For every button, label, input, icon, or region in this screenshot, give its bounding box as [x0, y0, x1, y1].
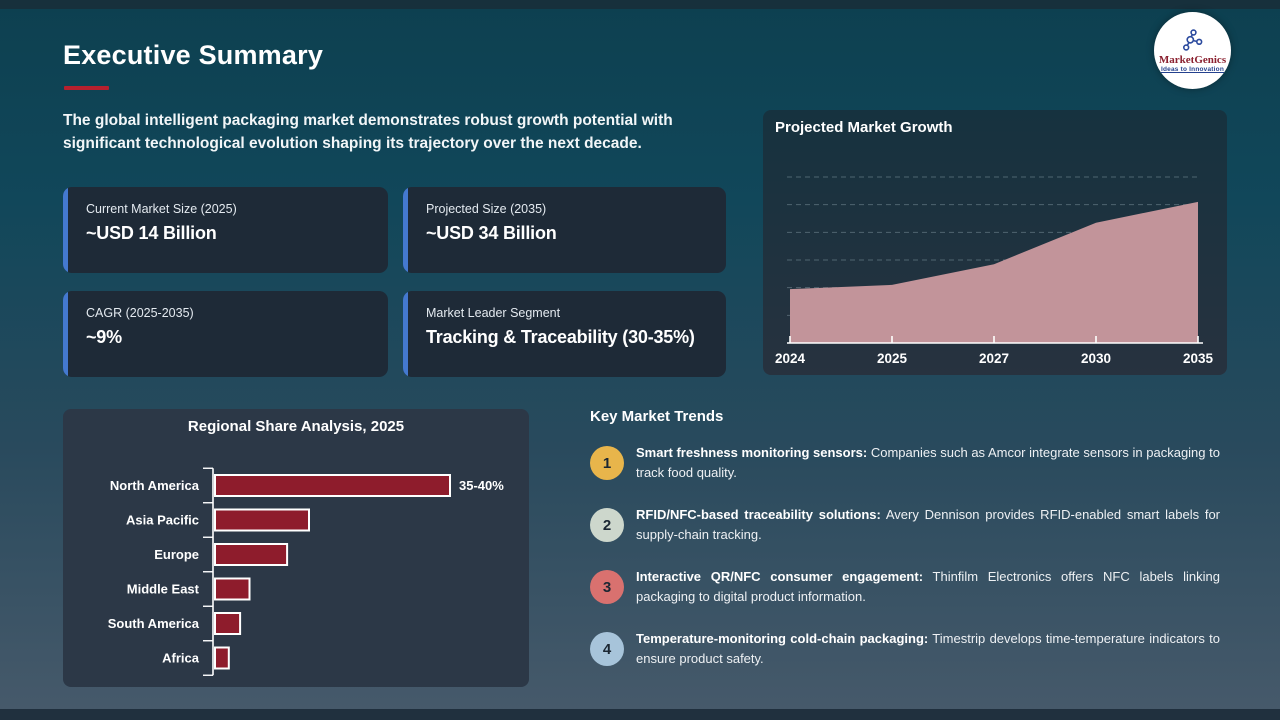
stat-card-current-market-size: Current Market Size (2025) ~USD 14 Billi…: [63, 187, 388, 273]
trend-item-3: 3 Interactive QR/NFC consumer engagement…: [590, 563, 1224, 611]
stat-label: CAGR (2025-2035): [86, 306, 194, 320]
svg-text:South America: South America: [108, 616, 200, 631]
stat-card-market-leader-segment: Market Leader Segment Tracking & Traceab…: [403, 291, 726, 377]
area-chart: 2024 2025 2027 2030 2035: [775, 176, 1214, 366]
svg-text:2035: 2035: [1183, 351, 1214, 366]
logo-name: MarketGenics: [1158, 54, 1227, 66]
title-underline: [64, 86, 109, 90]
trend-body: Timestrip develops time-temperature indi…: [636, 631, 1220, 666]
card-accent-bar: [403, 187, 408, 273]
trend-number-badge: 1: [590, 446, 624, 480]
regional-share-panel: North America 35-40% Asia Pacific Europe Mid…: [63, 409, 529, 687]
stat-value: ~9%: [86, 327, 122, 347]
stat-cards: Current Market Size (2025) ~USD 14 Billi…: [63, 187, 726, 377]
trend-body: Companies such as Amcor integrate sensor…: [636, 445, 1220, 480]
bar-chart: North America 35-40% Asia Pacific Europe Mid…: [108, 467, 504, 676]
trend-text: Temperature-monitoring cold-chain packag…: [636, 629, 1220, 669]
trend-item-1: 1 Smart freshness monitoring sensors: Co…: [590, 439, 1224, 487]
trend-number-badge: 3: [590, 570, 624, 604]
card-accent-bar: [63, 187, 68, 273]
company-logo: MarketGenics Ideas to Innovation: [1154, 12, 1231, 89]
trend-text: Interactive QR/NFC consumer engagement: …: [636, 567, 1220, 607]
stat-value: ~USD 34 Billion: [426, 223, 557, 243]
stat-card-cagr: CAGR (2025-2035) ~9%: [63, 291, 388, 377]
svg-text:Africa: Africa: [162, 651, 200, 666]
regional-chart-title: Regional Share Analysis, 2025: [187, 418, 405, 435]
trend-lead: Smart freshness monitoring sensors:: [636, 445, 868, 460]
trend-body: Thinfilm Electronics offers NFC labels l…: [636, 569, 1220, 604]
svg-text:Europe: Europe: [154, 547, 199, 562]
trend-item-2: 2 RFID/NFC-based traceability solutions:…: [590, 501, 1224, 549]
stat-value: Tracking & Traceability (30-35%): [426, 327, 695, 347]
stat-value: ~USD 14 Billion: [86, 223, 217, 243]
bottom-border-strip: [0, 709, 1280, 720]
trend-text: Smart freshness monitoring sensors: Comp…: [636, 443, 1220, 483]
logo-tagline: Ideas to Innovation: [1160, 66, 1225, 73]
trend-item-4: 4 Temperature-monitoring cold-chain pack…: [590, 625, 1224, 673]
svg-text:Middle East: Middle East: [127, 582, 200, 597]
svg-text:2024: 2024: [775, 351, 806, 366]
trend-number-badge: 2: [590, 508, 624, 542]
trend-lead: Temperature-monitoring cold-chain packag…: [636, 631, 929, 646]
card-accent-bar: [63, 291, 68, 377]
card-accent-bar: [403, 291, 408, 377]
top-border-strip: [0, 0, 1280, 9]
trends-title: Key Market Trends: [590, 408, 724, 425]
svg-text:2027: 2027: [979, 351, 1009, 366]
stat-label: Current Market Size (2025): [86, 202, 237, 216]
svg-text:2025: 2025: [877, 351, 908, 366]
stat-label: Market Leader Segment: [426, 306, 561, 320]
svg-text:North America: North America: [110, 478, 200, 493]
page-title: Executive Summary: [63, 40, 324, 70]
trend-lead: RFID/NFC-based traceability solutions:: [636, 507, 881, 522]
molecule-icon: [1182, 29, 1203, 51]
svg-text:35-40%: 35-40%: [459, 478, 504, 493]
svg-text:2030: 2030: [1081, 351, 1111, 366]
trend-body: Avery Dennison provides RFID-enabled sma…: [636, 507, 1220, 542]
trend-number-badge: 4: [590, 632, 624, 666]
stat-label: Projected Size (2035): [426, 202, 547, 216]
key-market-trends: Key Market Trends 1 Smart freshness moni…: [590, 408, 1224, 687]
intro-paragraph: The global intelligent packaging market …: [63, 112, 673, 152]
trend-text: RFID/NFC-based traceability solutions: A…: [636, 505, 1220, 545]
trend-lead: Interactive QR/NFC consumer engagement:: [636, 569, 924, 584]
projected-market-growth-panel: 2024 2025 2027 2030 2035 Projected Market Gr…: [763, 110, 1227, 375]
stat-card-projected-size: Projected Size (2035) ~USD 34 Billion: [403, 187, 726, 273]
growth-chart-title: Projected Market Growth: [775, 119, 953, 136]
svg-text:Asia Pacific: Asia Pacific: [126, 513, 199, 528]
